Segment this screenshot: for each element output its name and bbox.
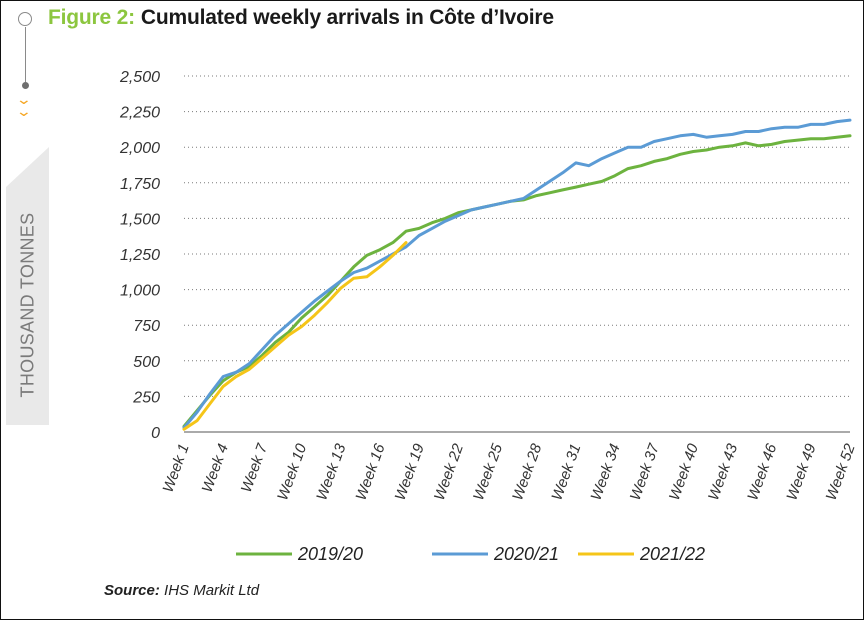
timeline-connector (25, 27, 26, 82)
y-tick-label: 2,250 (119, 105, 160, 122)
x-tick-label: Week 40 (666, 441, 702, 503)
x-tick-label: Week 10 (274, 441, 310, 503)
y-tick-label: 0 (151, 425, 160, 442)
timeline-dot-icon (22, 82, 29, 89)
x-tick-label: Week 22 (431, 441, 467, 503)
chevron-down-icon: ⌄ (15, 92, 33, 108)
y-tick-label: 2,500 (119, 69, 160, 86)
x-tick-label: Week 43 (705, 441, 741, 503)
x-tick-label: Week 16 (353, 441, 389, 503)
source-text: IHS Markit Ltd (164, 582, 260, 599)
y-tick-label: 2,000 (119, 140, 160, 157)
y-tick-label: 250 (132, 389, 160, 406)
source-note: Source: IHS Markit Ltd (104, 582, 259, 599)
side-tab (6, 147, 49, 425)
x-tick-label: Week 46 (744, 441, 780, 503)
chevron-down-icon: ⌄ (15, 104, 33, 120)
x-tick-label: Week 52 (823, 441, 859, 503)
x-tick-label: Week 28 (509, 441, 545, 503)
y-tick-label: 1,750 (120, 176, 160, 193)
y-tick-label: 1,000 (120, 283, 160, 300)
y-tick-label: 1,500 (120, 211, 160, 228)
legend-label: 2019/20 (297, 544, 363, 564)
series-line-2021-22 (182, 241, 408, 431)
x-tick-label: Week 49 (783, 441, 819, 503)
x-tick-label: Week 34 (588, 442, 624, 503)
x-tick-label: Week 7 (238, 441, 271, 495)
x-tick-label: Week 13 (313, 441, 349, 503)
legend-label: 2021/22 (639, 544, 705, 564)
chart-title: Figure 2: Cumulated weekly arrivals in Cô… (48, 6, 554, 36)
y-tick-label: 750 (133, 318, 160, 335)
figure-title-text: Cumulated weekly arrivals in Côte d’Ivoi… (140, 6, 554, 29)
x-tick-label: Week 4 (199, 442, 232, 495)
figure-number: Figure 2: (48, 6, 135, 29)
timeline-bullet-icon (18, 12, 32, 26)
y-tick-label: 1,250 (120, 247, 160, 264)
series-line-2019-20 (182, 134, 852, 428)
x-tick-label: Week 1 (159, 442, 192, 495)
legend-label: 2020/21 (493, 544, 559, 564)
x-tick-label: Week 31 (548, 442, 584, 503)
x-tick-label: Week 25 (470, 441, 506, 503)
x-tick-label: Week 37 (627, 441, 663, 503)
series-line-2020-21 (182, 118, 852, 430)
y-tick-label: 500 (133, 354, 160, 371)
x-tick-label: Week 19 (392, 441, 428, 503)
source-label: Source: (104, 582, 160, 599)
